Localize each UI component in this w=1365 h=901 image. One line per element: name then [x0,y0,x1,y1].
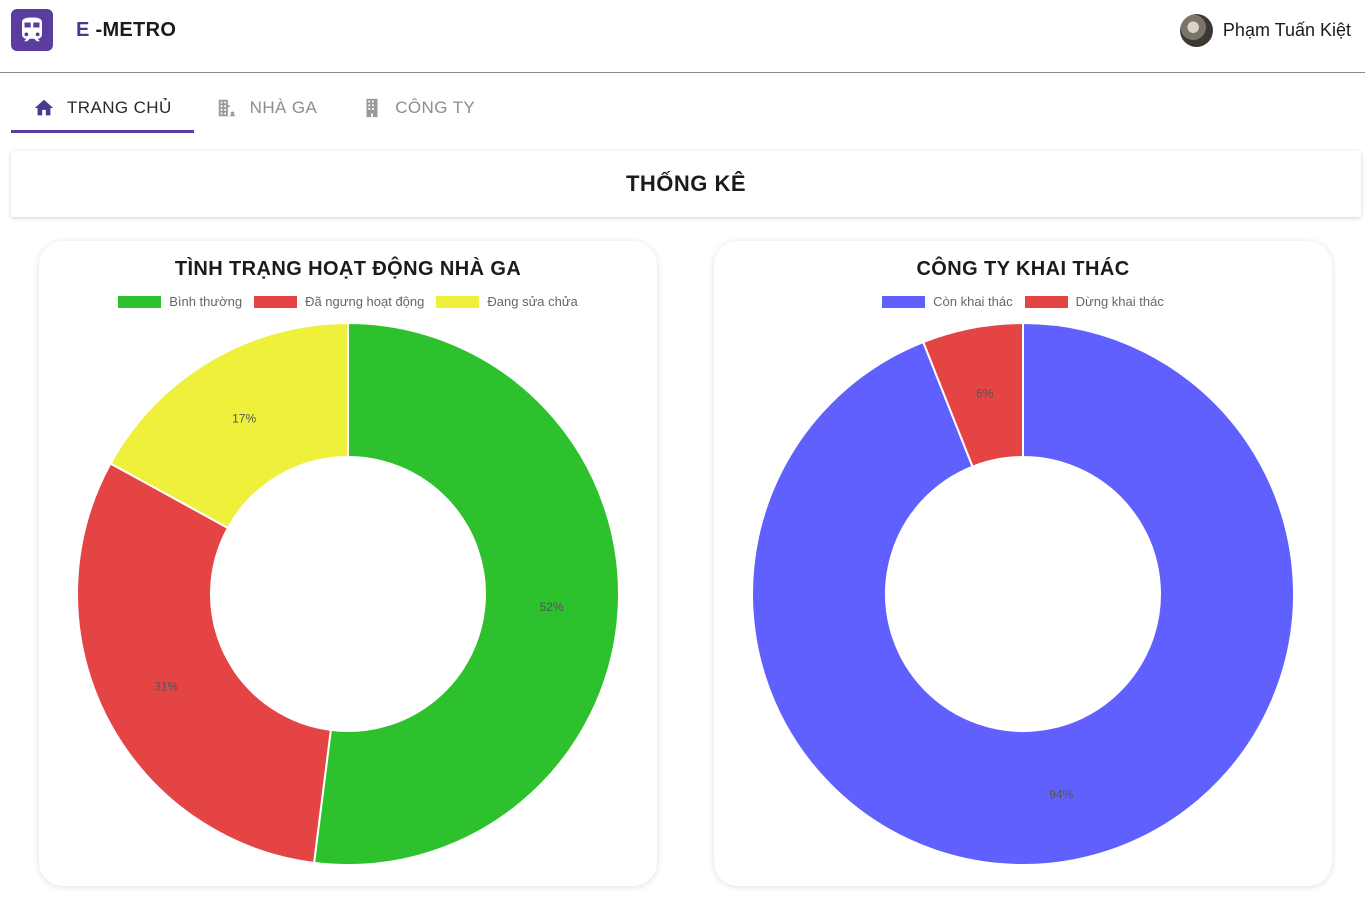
stats-title: THỐNG KÊ [625,171,747,196]
legend-label: Đang sửa chửa [487,294,578,309]
tab-nha-ga[interactable]: NHÀ GA [194,86,340,130]
doughnut-slice-2[interactable] [109,321,349,530]
brand-prefix: E [76,19,90,41]
legend-swatch [254,295,298,308]
slice-data-label-1: 6% [976,387,994,401]
tab-trang-chu[interactable]: TRANG CHỦ [11,86,194,133]
legend-item-dung-khai-thac[interactable]: Dừng khai thác [1024,294,1164,309]
legend-label: Còn khai thác [933,294,1013,309]
chart-legend: Bình thường Đã ngưng hoạt động Đang sửa … [39,294,657,309]
doughnut-slice-0[interactable] [751,321,1295,866]
slice-data-label-1: 31% [154,680,178,694]
avatar[interactable] [1179,13,1213,47]
doughnut-slice-1[interactable] [921,321,1024,468]
top-bar: E -METRO Phạm Tuấn Kiệt [0,0,1365,73]
station-icon [216,97,238,119]
doughnut-slice-1[interactable] [76,462,332,864]
tab-label: CÔNG TY [395,98,476,117]
operating-company-doughnut: 94% 6% [751,321,1295,866]
company-building-icon [361,97,383,119]
legend-label: Bình thường [169,294,243,309]
legend-swatch [882,295,926,308]
stats-banner: THỐNG KÊ [11,151,1361,217]
slice-data-label-0: 52% [540,600,564,614]
train-icon [22,17,42,42]
legend-item-con-khai-thac[interactable]: Còn khai thác [882,294,1013,309]
legend-label: Dừng khai thác [1075,294,1164,309]
slice-data-label-2: 17% [232,411,256,425]
legend-swatch [1024,295,1068,308]
slice-data-label-0: 94% [1049,787,1073,801]
user-menu[interactable]: Phạm Tuấn Kiệt [1179,13,1351,47]
chart-title: TÌNH TRẠNG HOẠT ĐỘNG NHÀ GA [174,258,522,280]
legend-swatch [436,295,480,308]
brand-rest: -METRO [89,19,177,41]
user-name: Phạm Tuấn Kiệt [1222,19,1351,40]
legend-swatch [118,295,162,308]
tab-label: NHÀ GA [249,98,318,117]
tab-label: TRANG CHỦ [67,98,172,117]
legend-label: Đã ngưng hoạt động [305,294,425,309]
chart-legend: Còn khai thác Dừng khai thác [714,294,1332,309]
legend-item-dang-sua[interactable]: Đang sửa chửa [436,294,578,309]
tab-cong-ty[interactable]: CÔNG TY [339,86,497,130]
home-icon [33,97,55,119]
metro-logo-icon[interactable] [11,9,53,51]
legend-item-da-ngung[interactable]: Đã ngưng hoạt động [254,294,424,309]
station-status-card: TÌNH TRẠNG HOẠT ĐỘNG NHÀ GA Bình thường … [39,241,657,886]
nav-tabs: TRANG CHỦ NHÀ GA CÔNG TY [11,86,497,133]
chart-title: CÔNG TY KHAI THÁC [916,258,1130,280]
brand-name[interactable]: E -METRO [76,19,176,42]
legend-item-binh-thuong[interactable]: Bình thường [118,294,242,309]
station-status-doughnut: 52% 31% 17% [76,321,620,866]
operating-company-card: CÔNG TY KHAI THÁC Còn khai thác Dừng kha… [714,241,1332,886]
doughnut-slice-0[interactable] [312,321,620,866]
